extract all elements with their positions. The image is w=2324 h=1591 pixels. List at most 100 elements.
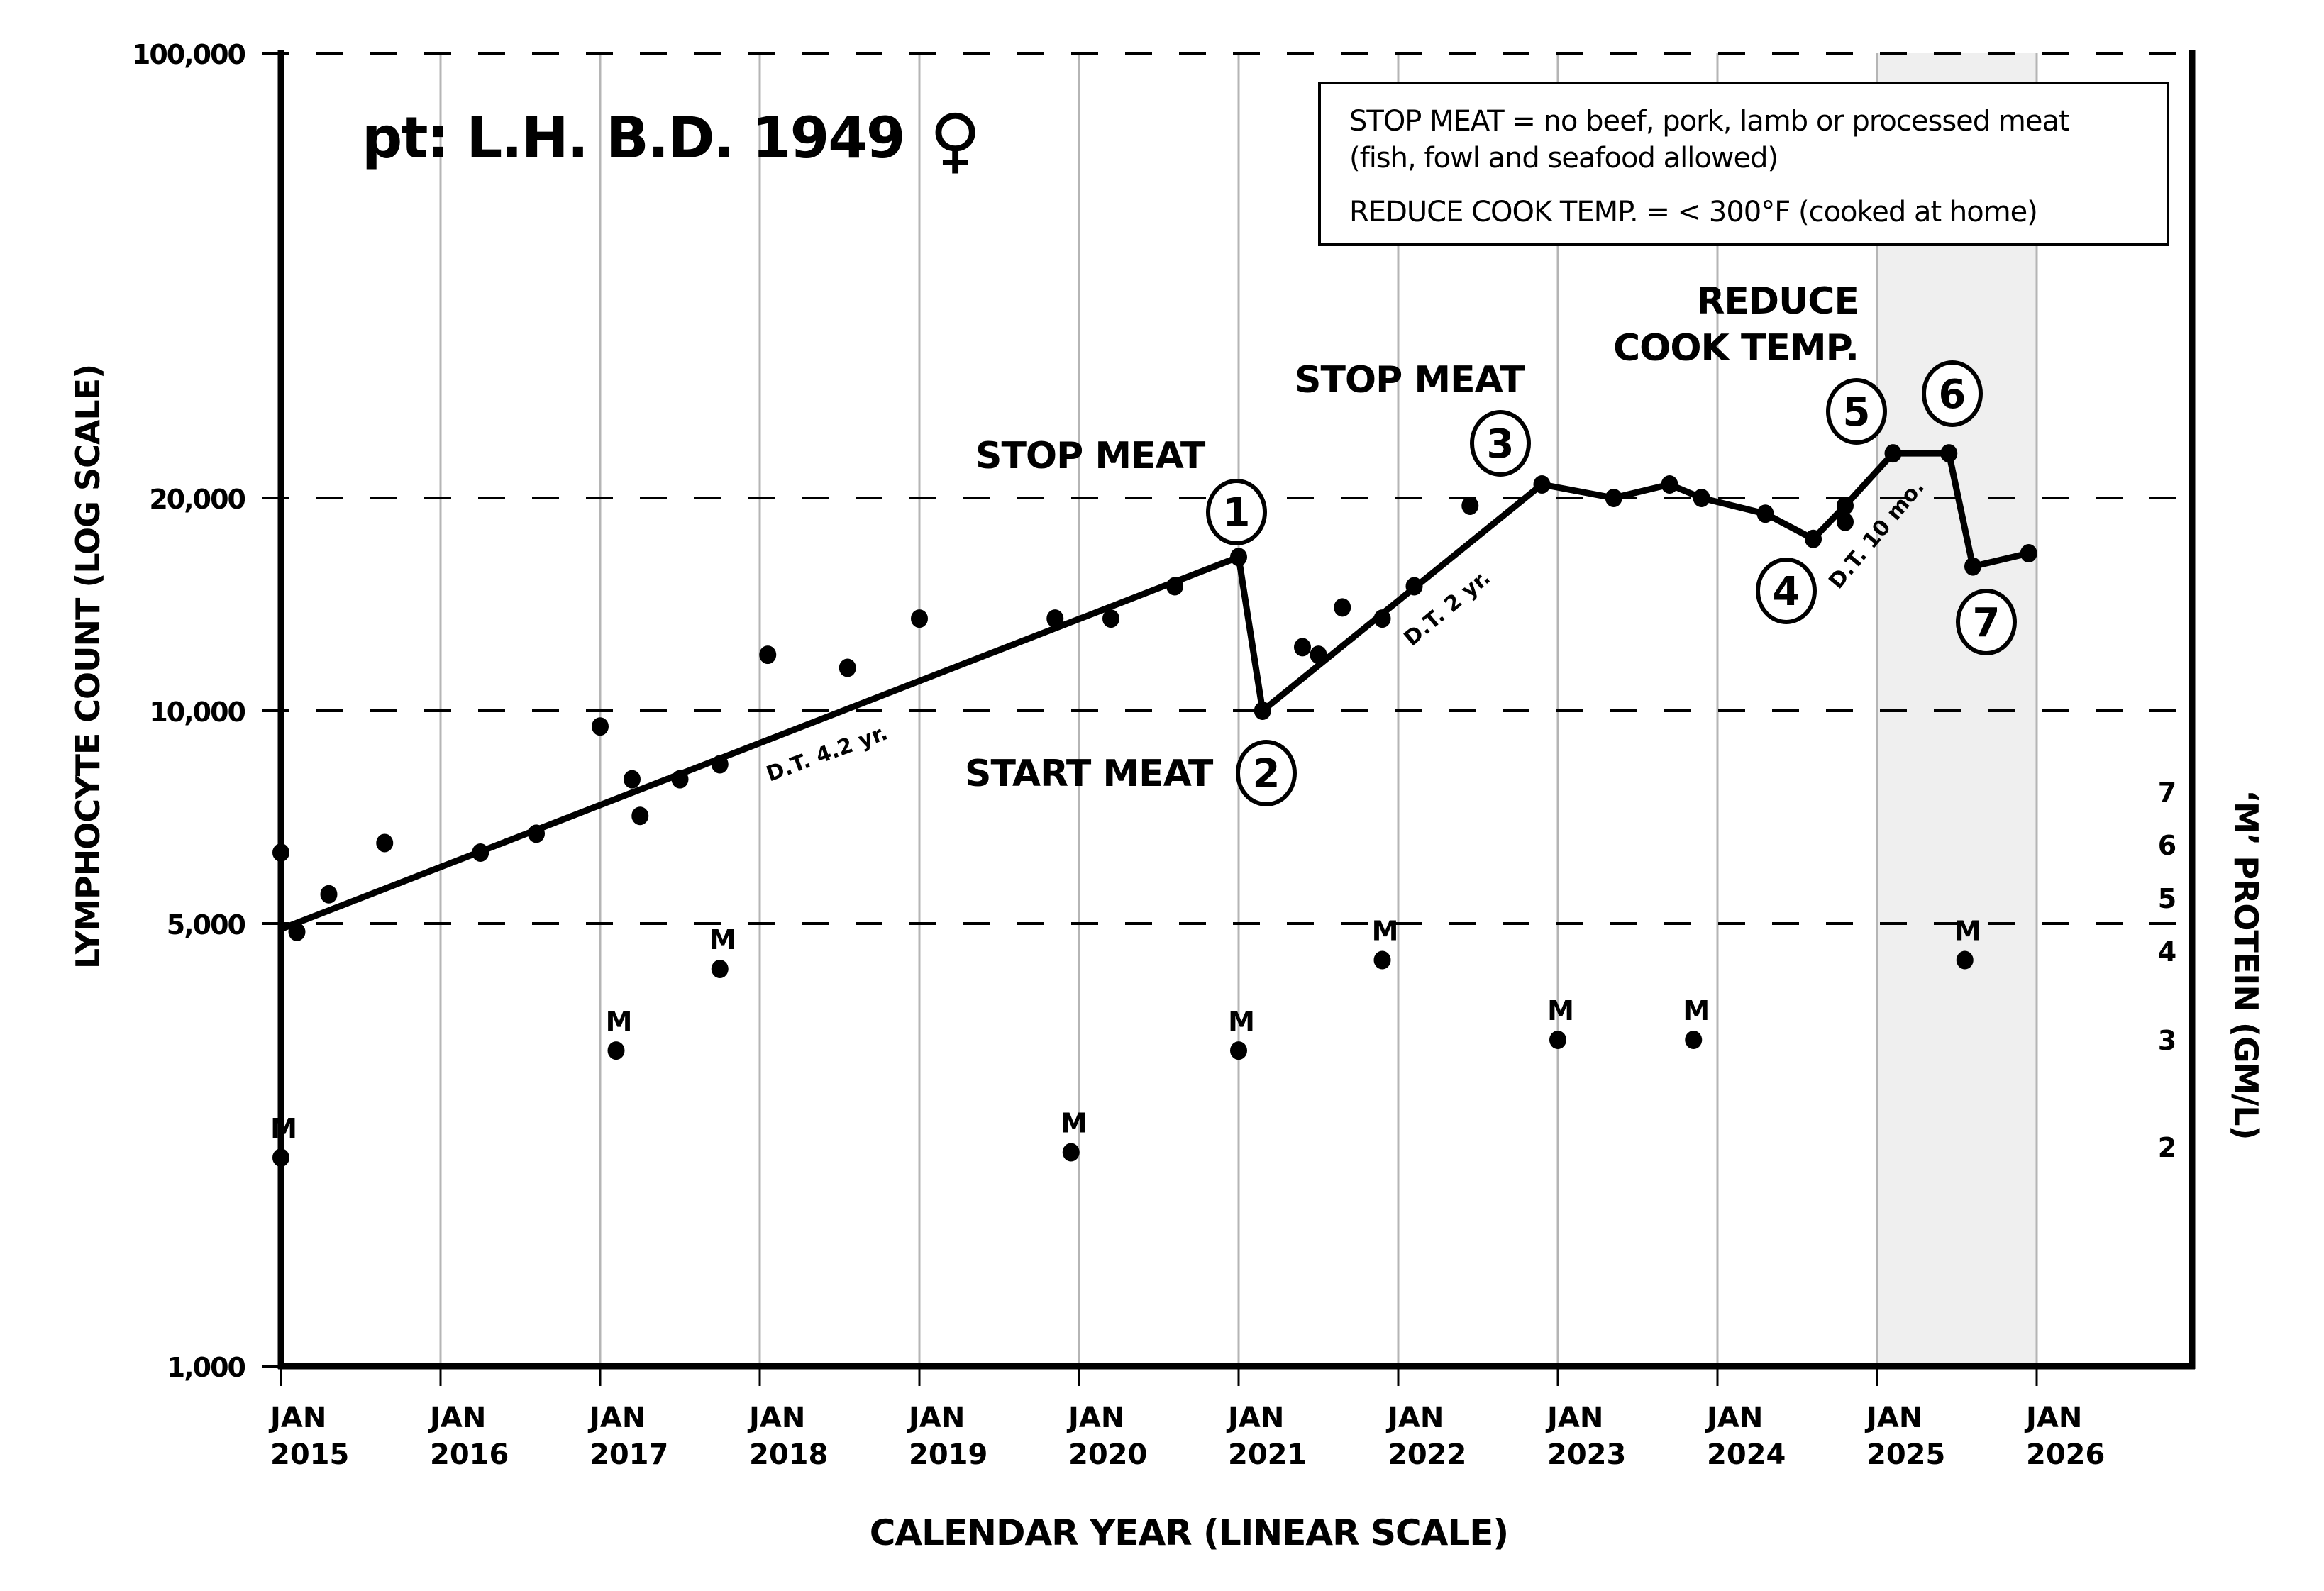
lymphocyte-point (1294, 638, 1311, 657)
svg-text:3: 3 (1487, 421, 1515, 467)
y2-tick-labels: 7 6 5 4 3 2 (2158, 777, 2176, 1163)
chart-title: pt: L.H. B.D. 1949 (362, 105, 904, 171)
x-tick-label-year: 2015 (270, 1438, 349, 1471)
x-tick-label-month: JAN (1226, 1402, 1284, 1434)
legend-box: STOP MEAT = no beef, pork, lamb or proce… (1318, 82, 2169, 246)
lymphocyte-point (911, 609, 928, 628)
m-protein-label: M (1547, 995, 1574, 1026)
event-marker-5: 5 (1826, 378, 1887, 445)
lymphocyte-point (472, 843, 489, 862)
x-tick-label-year: 2016 (430, 1438, 509, 1471)
lymphocyte-point (631, 806, 649, 826)
event-marker-1: 1 (1206, 479, 1267, 545)
x-tick-label-year: 2026 (2026, 1438, 2105, 1471)
lymphocyte-point (671, 770, 689, 789)
y2-tick-label: 2 (2158, 1132, 2176, 1163)
lymphocyte-point (759, 645, 777, 665)
y-tick-labels: 100,000 20,000 10,000 5,000 1,000 (132, 39, 247, 1383)
annotation-stop-meat-3: STOP MEAT (1295, 359, 1525, 401)
annotation-reduce: REDUCE (1696, 280, 1859, 323)
lymphocyte-point (592, 717, 609, 736)
trend-polyline (280, 450, 2030, 933)
event-marker-2: 2 (1236, 740, 1297, 806)
doubling-time-label-1: D.T. 4.2 yr. (763, 720, 891, 787)
lymphocyte-point (711, 755, 729, 774)
m-protein-label: M (1061, 1108, 1088, 1139)
svg-text:6: 6 (1939, 372, 1966, 418)
x-tick-label-month: JAN (907, 1402, 965, 1434)
x-tick-label-year: 2020 (1068, 1438, 1147, 1471)
y2-axis-label: ‘M’ PROTEIN (GM/L) (2227, 789, 2265, 1139)
x-tick-label-month: JAN (1705, 1402, 1763, 1434)
event-marker-4: 4 (1756, 558, 1817, 624)
m-protein-label: M (606, 1006, 633, 1037)
y2-tick-label: 3 (2158, 1025, 2176, 1056)
x-tick-label-month: JAN (2024, 1402, 2082, 1434)
x-tick-label-year: 2025 (1866, 1438, 1945, 1471)
y2-tick-label: 7 (2158, 777, 2176, 808)
lymphocyte-point (839, 658, 856, 677)
lymphocyte-point (1805, 529, 1822, 548)
lymphocyte-point (1940, 444, 1958, 463)
y2-tick-label: 4 (2158, 936, 2176, 968)
svg-text:2: 2 (1253, 751, 1280, 797)
lymphocyte-point (1837, 496, 1854, 515)
y2-tick-label: 6 (2158, 830, 2176, 861)
y-tick-label: 100,000 (132, 39, 245, 70)
lymphocyte-point (1166, 577, 1183, 596)
lymphocyte-point (1310, 645, 1327, 665)
trend-line (280, 450, 2030, 933)
x-tick-label-month: JAN (587, 1402, 646, 1434)
x-tick-label-year: 2023 (1547, 1438, 1626, 1471)
lymphocyte-point (272, 843, 289, 862)
m-protein-point (272, 1148, 289, 1168)
y2-tick-label: 5 (2158, 883, 2176, 914)
y-tick-label: 1,000 (167, 1352, 245, 1383)
x-tick-label-month: JAN (747, 1402, 805, 1434)
legend-line-stop-meat: STOP MEAT = no beef, pork, lamb or proce… (1349, 105, 2070, 138)
lymphocyte-point (1334, 598, 1351, 617)
lymphocyte-point (1254, 702, 1271, 720)
m-protein-point (1685, 1031, 1703, 1049)
x-tick-label-year: 2024 (1707, 1438, 1786, 1471)
lymphocyte-point (624, 770, 641, 789)
female-symbol: ♀ (929, 99, 981, 182)
x-tick-label-month: JAN (1545, 1402, 1603, 1434)
x-tick-label-year: 2021 (1228, 1438, 1307, 1471)
svg-text:1: 1 (1223, 490, 1251, 536)
event-marker-6: 6 (1922, 360, 1983, 427)
lymphocyte-points (272, 444, 2037, 941)
annotation-stop-meat-1: STOP MEAT (975, 435, 1206, 477)
lymphocyte-point (1373, 609, 1391, 628)
lymphocyte-point (1461, 496, 1479, 515)
legend-line-cook-temp: REDUCE COOK TEMP. = < 300°F (cooked at h… (1349, 196, 2038, 228)
lymphocyte-point (1102, 609, 1119, 628)
lymphocyte-point (1533, 475, 1551, 494)
lymphocyte-point (376, 833, 394, 853)
lymphocyte-point (1884, 444, 1902, 463)
event-marker-3: 3 (1470, 410, 1531, 477)
lymphocyte-point (528, 824, 545, 843)
x-tick-label-month: JAN (268, 1402, 326, 1434)
y-tick-label: 20,000 (149, 484, 245, 515)
m-protein-point (1373, 950, 1391, 970)
m-protein-point (607, 1041, 625, 1060)
legend-line-allowed: (fish, fowl and seafood allowed) (1349, 142, 1778, 174)
svg-text:4: 4 (1773, 569, 1800, 615)
lymphocyte-point (1661, 475, 1678, 494)
svg-text:5: 5 (1843, 389, 1871, 436)
annotation-cook-temp: COOK TEMP. (1613, 327, 1859, 370)
lymphocyte-point (1230, 548, 1247, 567)
m-protein-point (1062, 1143, 1080, 1162)
m-protein-label: M (270, 1113, 297, 1144)
y-tick-label: 5,000 (167, 909, 245, 941)
m-protein-point (1230, 1041, 1247, 1060)
lymphocyte-point (1046, 609, 1064, 628)
x-tick-label-year: 2018 (749, 1438, 828, 1471)
x-tick-label-month: JAN (1385, 1402, 1444, 1434)
lymphocyte-point (1405, 577, 1423, 596)
lymphocyte-point (1837, 512, 1854, 531)
m-protein-point (711, 960, 729, 978)
x-tick-label-month: JAN (1066, 1402, 1124, 1434)
